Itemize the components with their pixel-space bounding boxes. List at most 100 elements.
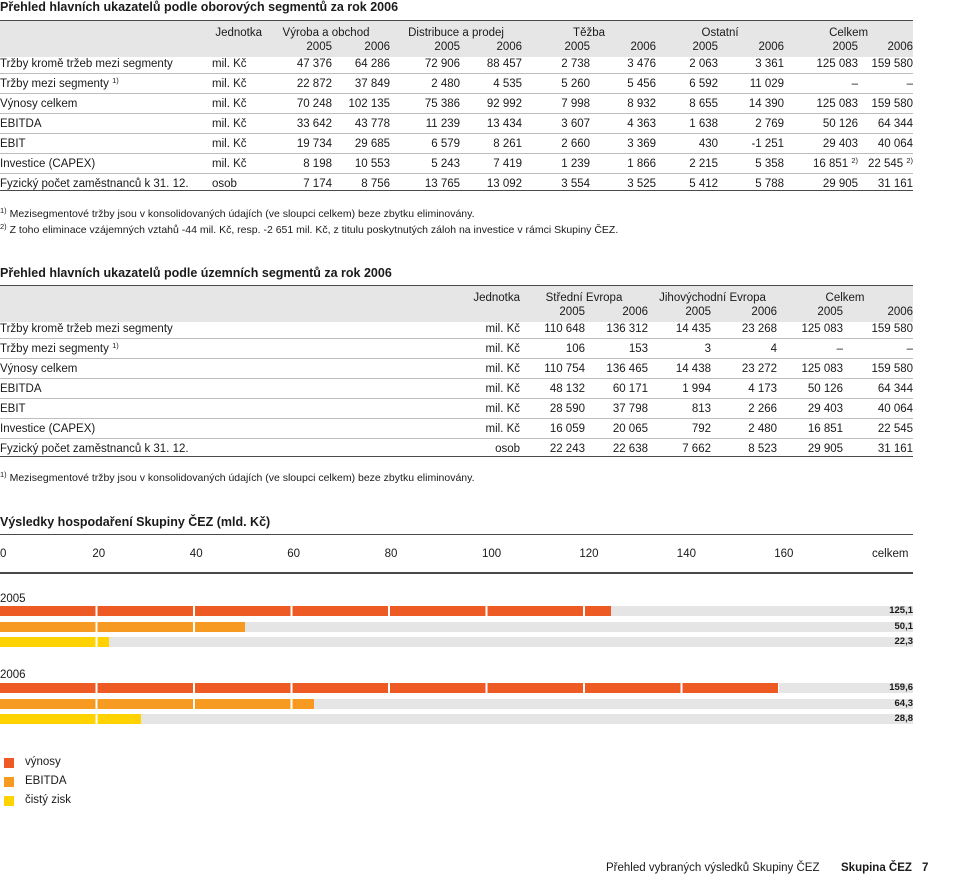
row-label-text: Tržby mezi segmenty [0, 77, 109, 90]
table-row: Tržby kromě tržeb mezi segmenty mil. Kč 47… [0, 54, 913, 74]
table-cell: 8 655 [656, 93, 719, 114]
cell-value: 3 [704, 342, 711, 355]
legend-label-ebitda: EBITDA [25, 775, 67, 787]
cell-value: 7 662 [682, 442, 711, 455]
table-cell: 3 361 [718, 54, 784, 74]
cell-value: 2 266 [748, 402, 778, 415]
table-cell: 43 778 [332, 113, 391, 134]
bar-výnosy-2006 [0, 683, 779, 693]
cell-value: 125 083 [816, 57, 859, 70]
bar-track [0, 714, 913, 724]
year-header: 2006 [496, 41, 523, 53]
table-cell: 13 765 [390, 173, 461, 193]
cell-value: 31 161 [877, 442, 914, 455]
divider [0, 456, 913, 457]
bar-track [0, 699, 913, 709]
table1-header-years: 2005 2006 2005 2006 2005 2006 2005 2006 … [0, 40, 913, 54]
table-cell: 5 358 [718, 153, 785, 174]
cell-value: 47 376 [296, 57, 332, 70]
cell-value: 20 065 [612, 422, 648, 435]
table-cell: 11 029 [718, 73, 785, 94]
table-cell: 159 580 [843, 358, 914, 379]
footer-brand: Skupina ČEZ [841, 862, 912, 874]
row-label: Tržby mezi segmenty 1) [0, 338, 258, 359]
x-tick-label: 160 [774, 548, 794, 560]
table-cell: 22 872 [262, 73, 332, 94]
cell-value: 4 173 [748, 382, 778, 395]
table1-title: Přehled hlavních ukazatelů podle oborový… [0, 0, 399, 14]
cell-value: 1 994 [682, 382, 711, 395]
table-cell: 16 851 2) [784, 153, 859, 174]
group-header: Jihovýchodní Evropa [659, 292, 766, 304]
cell-value: 13 765 [424, 177, 461, 190]
bar-value-label: 50,1 [894, 621, 914, 632]
table-cell: 5 243 [390, 153, 461, 174]
row-label: Investice (CAPEX) [0, 153, 212, 174]
cell-value: 60 171 [612, 382, 648, 395]
table-row: Fyzický počet zaměstnanců k 31. 12. osob 2… [0, 438, 914, 458]
table-cell: 40 064 [843, 398, 914, 419]
group-header: Distribuce a prodej [408, 27, 504, 39]
cell-value: 70 248 [296, 97, 332, 110]
table-cell: 2 215 [656, 153, 719, 174]
table-cell: 8 261 [460, 133, 523, 154]
cell-value: 64 286 [354, 57, 391, 70]
table-cell: 31 161 [843, 438, 914, 458]
year-header: 2005 [832, 41, 859, 53]
row-unit: mil. Kč [258, 358, 520, 379]
table-cell: 88 457 [460, 54, 522, 74]
table-cell: 1 866 [590, 153, 657, 174]
bar-value-label: 22,3 [894, 636, 914, 647]
table-cell: 8 198 [262, 153, 332, 174]
table-cell: 8 756 [332, 173, 391, 193]
cell-value: 43 778 [354, 117, 391, 130]
table-cell: 64 344 [858, 113, 914, 134]
row-label-text: Tržby kromě tržeb mezi segmenty [0, 322, 173, 335]
table-cell: 37 849 [332, 73, 391, 94]
chart-title: Výsledky hospodaření Skupiny ČEZ (mld. K… [0, 515, 271, 529]
table-cell: 153 [585, 338, 648, 359]
bar-EBITDA-2005 [0, 622, 245, 632]
row-label: EBIT [0, 398, 258, 419]
group-header: Těžba [573, 27, 606, 39]
x-tick-label: 140 [676, 548, 696, 560]
cell-value: 2 660 [561, 137, 591, 150]
table-cell: 22 243 [520, 438, 585, 458]
table-cell: 159 580 [843, 319, 913, 339]
cell-value: 48 132 [549, 382, 585, 395]
footnote-mark: 2) [906, 155, 914, 165]
table2-title: Přehled hlavních ukazatelů podle územníc… [0, 266, 392, 280]
cell-value: 14 390 [748, 97, 785, 110]
divider [0, 534, 913, 535]
cell-value: 11 239 [425, 117, 461, 130]
row-label-text: Fyzický počet zaměstnanců k 31. 12. [0, 442, 189, 455]
x-tick-label: 0 [0, 548, 7, 560]
cell-value: 50 126 [822, 117, 859, 130]
table-cell: 2 480 [711, 418, 778, 439]
cell-value: 72 906 [424, 57, 461, 70]
table-cell: 8 932 [590, 93, 657, 114]
footnote-mark: 1) [112, 340, 119, 350]
table-cell: 29 403 [784, 133, 859, 154]
cell-value: – [851, 77, 859, 90]
cell-value: 102 135 [348, 97, 391, 110]
table-cell: – [784, 73, 859, 94]
cell-value: 136 312 [606, 322, 648, 335]
cell-value: 92 992 [486, 97, 523, 110]
row-unit: mil. Kč [212, 57, 247, 70]
table-row: Investice (CAPEX) mil. Kč 16 059 20 065 792 2… [0, 418, 914, 439]
table-cell: 23 272 [711, 358, 778, 379]
table1-unit-header: Jednotka [215, 27, 262, 39]
cell-value: 1 638 [689, 117, 719, 130]
table-cell: 16 059 [520, 418, 585, 439]
table-cell: – [843, 338, 914, 359]
table-cell: 50 126 [784, 113, 859, 134]
row-unit: mil. Kč [212, 133, 262, 154]
row-label-text: EBIT [0, 137, 26, 150]
cell-value: 64 344 [877, 382, 914, 395]
table-cell: 64 344 [843, 378, 914, 399]
bar-value-label: 28,8 [894, 713, 914, 724]
x-tick-label: 120 [579, 548, 599, 560]
table-cell: 3 525 [590, 173, 657, 193]
table-cell: 13 092 [460, 173, 523, 193]
